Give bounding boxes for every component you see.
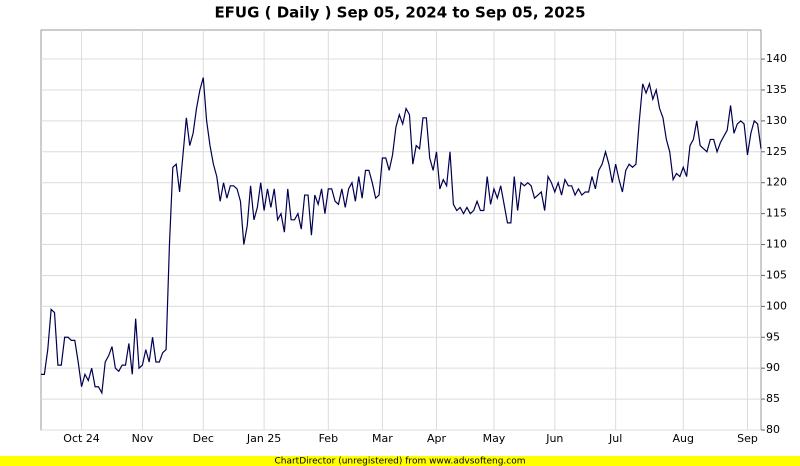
x-tick-label: Nov — [132, 432, 154, 445]
y-tick-label: 115 — [766, 207, 787, 220]
x-tick-label: Oct 24 — [63, 432, 100, 445]
y-tick-label: 125 — [766, 145, 787, 158]
x-tick-label: Jan 25 — [246, 432, 281, 445]
footer-bar — [0, 456, 800, 466]
y-tick-label: 140 — [766, 52, 787, 65]
x-tick-label: Jul — [608, 432, 622, 445]
y-tick-label: 120 — [766, 176, 787, 189]
x-tick-label: Apr — [427, 432, 447, 445]
x-tick-label: Dec — [193, 432, 214, 445]
y-tick-label: 130 — [766, 114, 787, 127]
footer: ChartDirector (unregistered) from www.ad… — [274, 457, 525, 466]
price-line — [41, 77, 762, 395]
y-tick-label: 90 — [766, 361, 780, 374]
y-tick-label: 80 — [766, 423, 780, 436]
y-tick-label: 105 — [766, 268, 787, 281]
x-tick-label: May — [483, 432, 506, 445]
x-tick-label: Aug — [673, 432, 694, 445]
y-tick-label: 95 — [766, 330, 780, 343]
x-tick-label: Sep — [737, 432, 758, 445]
y-tick-label: 100 — [766, 299, 787, 312]
y-tick-label: 85 — [766, 392, 780, 405]
x-tick-label: Feb — [319, 432, 338, 445]
y-tick-label: 135 — [766, 83, 787, 96]
chart-title: EFUG ( Daily ) Sep 05, 2024 to Sep 05, 2… — [214, 4, 585, 22]
x-tick-label: Jun — [545, 432, 563, 445]
x-tick-label: Mar — [372, 432, 393, 445]
y-tick-label: 110 — [766, 238, 787, 251]
